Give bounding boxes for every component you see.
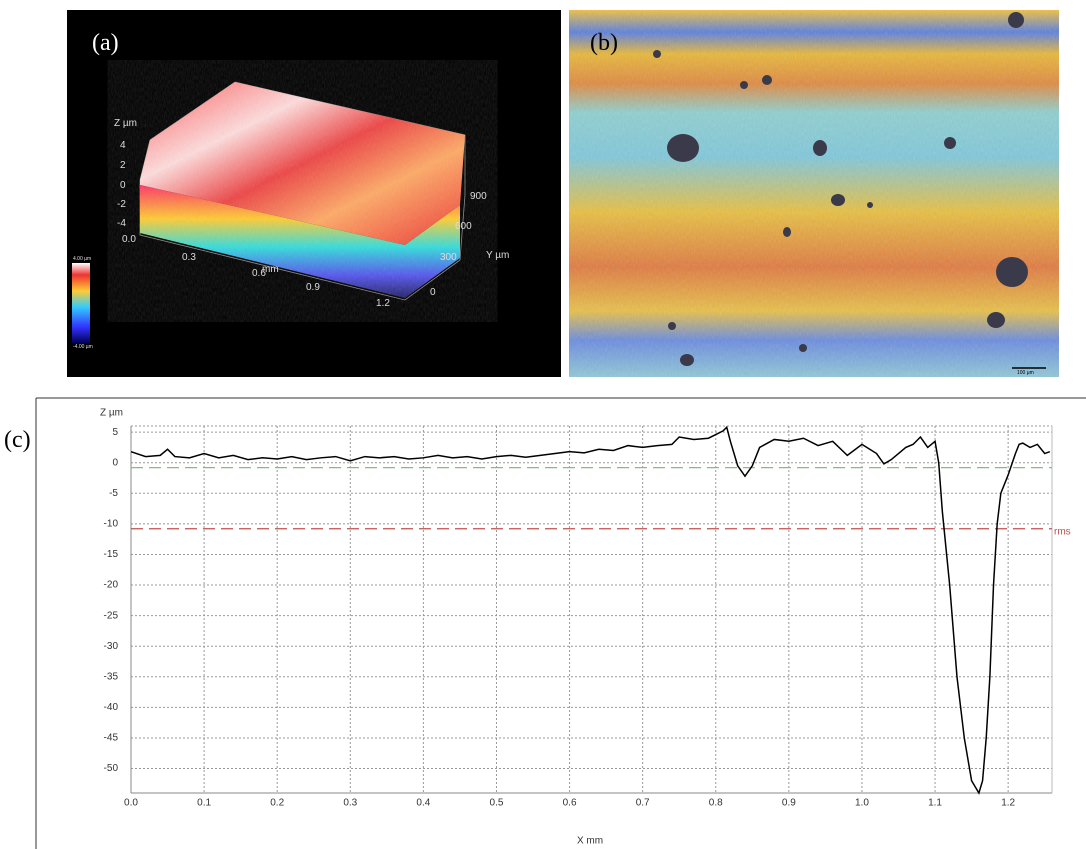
y-tick-label: -10	[104, 519, 119, 530]
x-tick-label: 0.5	[490, 798, 504, 809]
x-tick-label: 0.9	[782, 798, 796, 809]
panel-b-image	[569, 10, 1059, 377]
tick-label: 0.0	[122, 234, 136, 245]
tick-label: 300	[440, 252, 457, 263]
surface-texture	[140, 82, 465, 300]
axis-label: Z µm	[114, 118, 137, 129]
scale-bar-label: 100 µm	[1017, 370, 1034, 376]
tick-label: 2	[120, 160, 126, 171]
y-tick-label: -45	[104, 733, 119, 744]
y-tick-label: -5	[109, 488, 118, 499]
colorbar-label: 4.00 µm	[73, 256, 91, 262]
tick-label: 0.6	[252, 268, 266, 279]
x-tick-label: 0.8	[709, 798, 723, 809]
y-tick-label: -35	[104, 671, 119, 682]
axis-label: mm	[262, 264, 279, 275]
tick-label: 900	[470, 191, 487, 202]
y-tick-label: -15	[104, 549, 119, 560]
colorbar	[72, 263, 90, 343]
x-tick-label: 0.0	[124, 798, 138, 809]
reference-label: rms	[1054, 526, 1071, 537]
x-tick-label: 0.7	[636, 798, 650, 809]
plot: 5 0 -5 -10 -15 -20 -25 -30 -35 -40 -45 -50 0.0 0.1 0.2…	[104, 425, 1071, 809]
y-tick-label: 0	[112, 457, 118, 468]
x-tick-label: 0.1	[197, 798, 211, 809]
map-texture	[569, 10, 1059, 377]
tick-label: 0	[120, 180, 126, 191]
tick-label: -4	[117, 218, 126, 229]
panel-label: (c)	[4, 427, 31, 453]
data-line	[130, 425, 1051, 795]
tick-label: 1.2	[376, 298, 390, 309]
tick-label: -2	[117, 199, 126, 210]
panel-label: (b)	[590, 30, 618, 56]
y-tick-label: -20	[104, 580, 119, 591]
colorbar-label: -4.00 µm	[73, 344, 93, 350]
y-tick-label: -30	[104, 641, 119, 652]
tick-label: 0	[430, 287, 436, 298]
tick-label: 4	[120, 140, 126, 151]
particles	[653, 12, 1028, 366]
tick-label: 600	[455, 221, 472, 232]
tick-label: 0.3	[182, 252, 196, 263]
x-tick-label: 0.6	[563, 798, 577, 809]
x-tick-label: 0.2	[270, 798, 284, 809]
y-tick-label: -40	[104, 702, 119, 713]
x-tick-label: 0.3	[343, 798, 357, 809]
tick-label: 0.9	[306, 282, 320, 293]
y-tick-label: -50	[104, 763, 119, 774]
x-tick-label: 1.0	[855, 798, 869, 809]
x-tick-label: 0.4	[416, 798, 430, 809]
x-tick-label: 1.1	[928, 798, 942, 809]
y-axis-label: Z µm	[100, 408, 123, 419]
y-tick-label: 5	[112, 427, 118, 438]
axis-label: Y µm	[486, 250, 509, 261]
y-tick-label: -25	[104, 610, 119, 621]
x-tick-label: 1.2	[1001, 798, 1015, 809]
panel-label: (a)	[92, 30, 119, 56]
x-axis-label: X mm	[577, 836, 603, 847]
